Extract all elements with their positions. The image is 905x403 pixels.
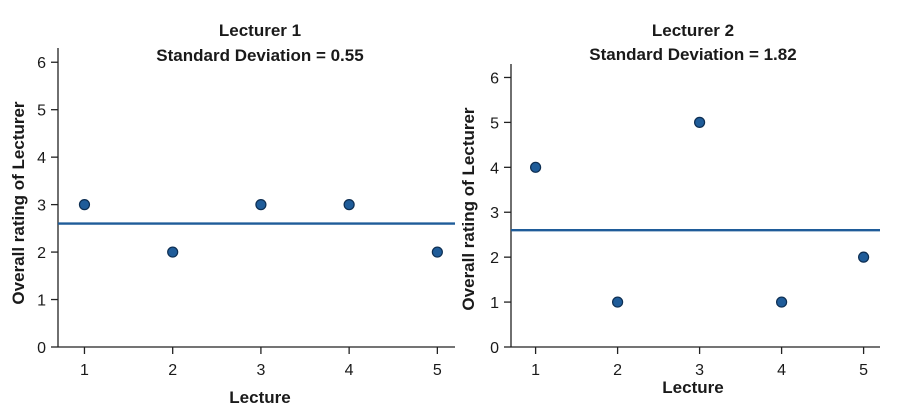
chart-subtitle: Standard Deviation = 1.82	[589, 45, 796, 64]
y-tick-label: 2	[490, 250, 499, 267]
data-point	[167, 246, 179, 258]
chart-title: Lecturer 2	[652, 21, 734, 40]
y-tick-label: 1	[490, 295, 499, 312]
y-tick-label: 4	[37, 150, 46, 167]
data-point	[611, 296, 624, 308]
data-point	[255, 199, 267, 211]
chart-title: Lecturer 1	[219, 21, 301, 40]
y-tick-label: 4	[490, 160, 499, 177]
y-tick-label: 5	[490, 115, 499, 132]
lecturer-1-chart: Lecturer 1 Standard Deviation = 0.55 Lec…	[9, 21, 455, 403]
x-axis-label: Lecture	[662, 378, 723, 397]
x-tick-label: 5	[433, 362, 442, 379]
x-tick-label: 4	[345, 362, 354, 379]
y-tick-label: 5	[37, 103, 46, 120]
x-tick-label: 5	[859, 362, 868, 379]
x-tick-label: 3	[695, 362, 704, 379]
y-tick-label: 0	[37, 340, 46, 357]
chart-subtitle: Standard Deviation = 0.55	[156, 46, 363, 65]
x-tick-label: 1	[531, 362, 540, 379]
x-tick-label: 4	[777, 362, 786, 379]
plot-area: 0 1 2 3 4 5 6 1 2 3 4 5	[490, 64, 880, 379]
y-tick-label: 2	[37, 245, 46, 262]
y-tick-label: 6	[37, 55, 46, 72]
y-tick-label: 6	[490, 70, 499, 87]
y-axis-label: Overall rating of Lecturer	[9, 101, 28, 304]
data-point	[431, 246, 443, 258]
x-tick-label: 1	[80, 362, 89, 379]
x-tick-label: 3	[256, 362, 265, 379]
lecturer-2-chart: Lecturer 2 Standard Deviation = 1.82 Lec…	[459, 21, 880, 397]
y-axis-label: Overall rating of Lecturer	[459, 107, 478, 310]
data-point	[693, 116, 706, 128]
y-tick-label: 0	[490, 340, 499, 357]
data-point	[343, 199, 355, 211]
y-tick-label: 3	[490, 205, 499, 222]
x-tick-label: 2	[168, 362, 177, 379]
data-point	[78, 199, 91, 211]
x-axis-label: Lecture	[229, 388, 290, 403]
plot-area: 0 1 2 3 4 5 6 1 2 3 4 5	[37, 48, 455, 379]
y-tick-label: 1	[37, 293, 46, 310]
data-point	[529, 161, 542, 173]
data-point	[857, 251, 870, 263]
data-point	[775, 296, 788, 308]
x-tick-label: 2	[613, 362, 622, 379]
y-tick-label: 3	[37, 198, 46, 215]
